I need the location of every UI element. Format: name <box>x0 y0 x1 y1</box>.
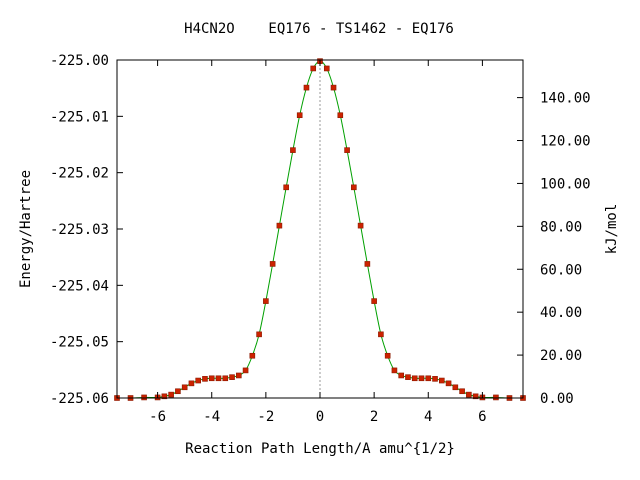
data-point <box>337 112 344 119</box>
x-tick-label: 4 <box>424 409 432 425</box>
x-tick-label: -6 <box>149 409 166 425</box>
data-point <box>195 377 201 384</box>
data-point <box>181 384 188 391</box>
data-point <box>229 374 235 380</box>
data-point <box>364 261 371 267</box>
y2-tick-label: 20.00 <box>540 348 582 364</box>
y-tick-label: -225.02 <box>50 166 109 182</box>
y-tick-label: -225.05 <box>50 335 109 351</box>
data-point <box>269 261 276 267</box>
data-point <box>256 331 262 338</box>
data-point <box>405 374 411 380</box>
y2-tick-label: 60.00 <box>540 262 582 278</box>
data-point <box>283 184 289 191</box>
data-point <box>303 84 310 91</box>
data-point <box>242 367 249 374</box>
data-point <box>425 375 432 382</box>
y2-tick-label: 0.00 <box>540 391 574 407</box>
data-point <box>398 372 405 379</box>
data-point <box>438 377 445 384</box>
left-y-axis-label: Energy/Hartree <box>18 170 34 288</box>
data-point <box>215 375 222 382</box>
data-point <box>263 298 269 304</box>
data-point <box>175 388 181 395</box>
y2-tick-label: 120.00 <box>540 134 591 150</box>
data-point <box>459 388 465 395</box>
data-point <box>222 375 229 382</box>
data-point <box>236 372 242 379</box>
y-tick-label: -225.04 <box>50 278 109 294</box>
data-point <box>466 391 472 398</box>
data-point <box>188 380 195 387</box>
right-y-axis-label: kJ/mol <box>604 204 620 255</box>
data-point <box>290 147 296 153</box>
y2-tick-label: 100.00 <box>540 176 591 192</box>
data-point <box>418 375 425 382</box>
y-tick-label: -225.00 <box>50 53 109 69</box>
data-point <box>371 298 377 304</box>
chart-title: H4CN2O EQ176 - TS1462 - EQ176 <box>184 21 454 37</box>
x-tick-label: -2 <box>257 409 274 425</box>
data-point <box>493 394 499 401</box>
y2-tick-label: 40.00 <box>540 305 582 321</box>
data-point <box>391 367 398 374</box>
data-point <box>378 331 384 338</box>
x-tick-label: -4 <box>203 409 220 425</box>
data-point <box>357 222 364 229</box>
data-point <box>411 375 418 382</box>
data-point <box>141 394 147 401</box>
y2-tick-label: 140.00 <box>540 91 591 107</box>
y-tick-label: -225.06 <box>50 391 109 407</box>
data-point <box>351 184 357 191</box>
data-point <box>330 84 337 91</box>
data-point <box>344 147 350 153</box>
energy-points <box>114 58 526 401</box>
data-point <box>432 376 438 382</box>
y-tick-label: -225.03 <box>50 222 109 238</box>
data-point <box>384 352 391 359</box>
x-tick-label: 6 <box>478 409 486 425</box>
data-point <box>310 65 317 72</box>
data-point <box>168 391 174 398</box>
x-axis-ticks: -6 -4 -2 0 2 4 6 <box>149 60 487 425</box>
data-point <box>472 393 479 400</box>
data-point <box>323 65 330 72</box>
y-tick-label: -225.01 <box>50 109 109 125</box>
data-point <box>202 376 208 382</box>
data-point <box>208 375 215 382</box>
x-axis-label: Reaction Path Length/A amu^{1/2} <box>185 441 455 457</box>
x-tick-label: 2 <box>370 409 378 425</box>
data-point <box>276 222 283 229</box>
y2-tick-label: 80.00 <box>540 219 582 235</box>
data-point <box>161 393 168 400</box>
data-point <box>445 380 452 387</box>
data-point <box>296 112 303 119</box>
right-y-axis-ticks: 0.00 20.00 40.00 60.00 80.00 100.00 120.00 140.… <box>517 91 591 407</box>
data-point <box>452 384 459 391</box>
x-tick-label: 0 <box>316 409 324 425</box>
data-point <box>249 352 256 359</box>
left-y-axis-ticks: -225.00 -225.01 -225.02 -225.03 -225.04 -225.… <box>50 53 123 407</box>
